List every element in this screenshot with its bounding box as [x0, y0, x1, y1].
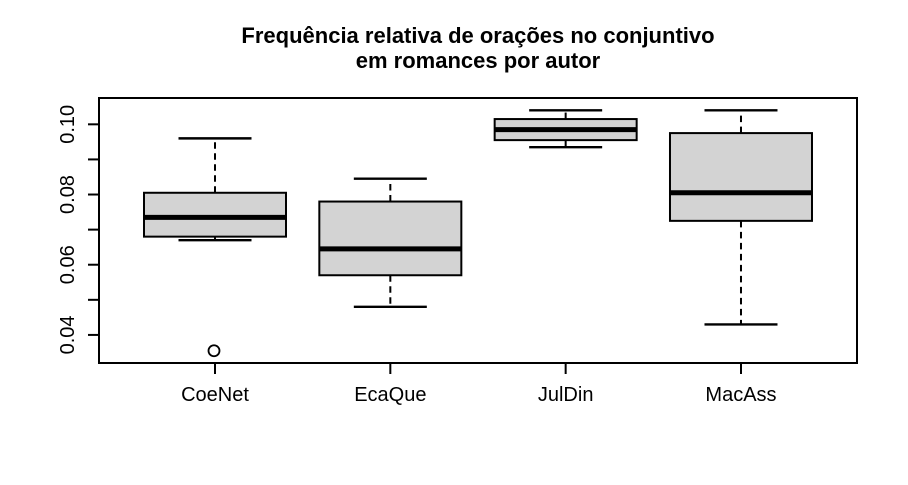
x-tick-label-JulDin: JulDin — [538, 384, 594, 406]
x-tick-label-CoeNet: CoeNet — [181, 384, 249, 406]
y-tick-label: 0.06 — [57, 245, 79, 284]
x-tick-label-EcaQue: EcaQue — [354, 384, 426, 406]
y-tick-label: 0.04 — [57, 315, 79, 354]
x-tick-label-MacAss: MacAss — [705, 384, 776, 406]
box-CoeNet — [143, 191, 287, 238]
y-tick-label: 0.10 — [57, 105, 79, 144]
y-tick-label: 0.08 — [57, 175, 79, 214]
chart-title-line-2: em romances por autor — [356, 48, 601, 73]
chart-title-line-1: Frequência relativa de orações no conjun… — [241, 23, 714, 48]
box-MacAss — [668, 132, 813, 222]
box-EcaQue — [318, 200, 463, 277]
outlier-point-CoeNet — [207, 344, 221, 358]
plot-content — [143, 109, 813, 358]
axes: 0.04 0.06 0.08 0.10 CoeNet EcaQue JulDin MacAss — [57, 105, 777, 406]
